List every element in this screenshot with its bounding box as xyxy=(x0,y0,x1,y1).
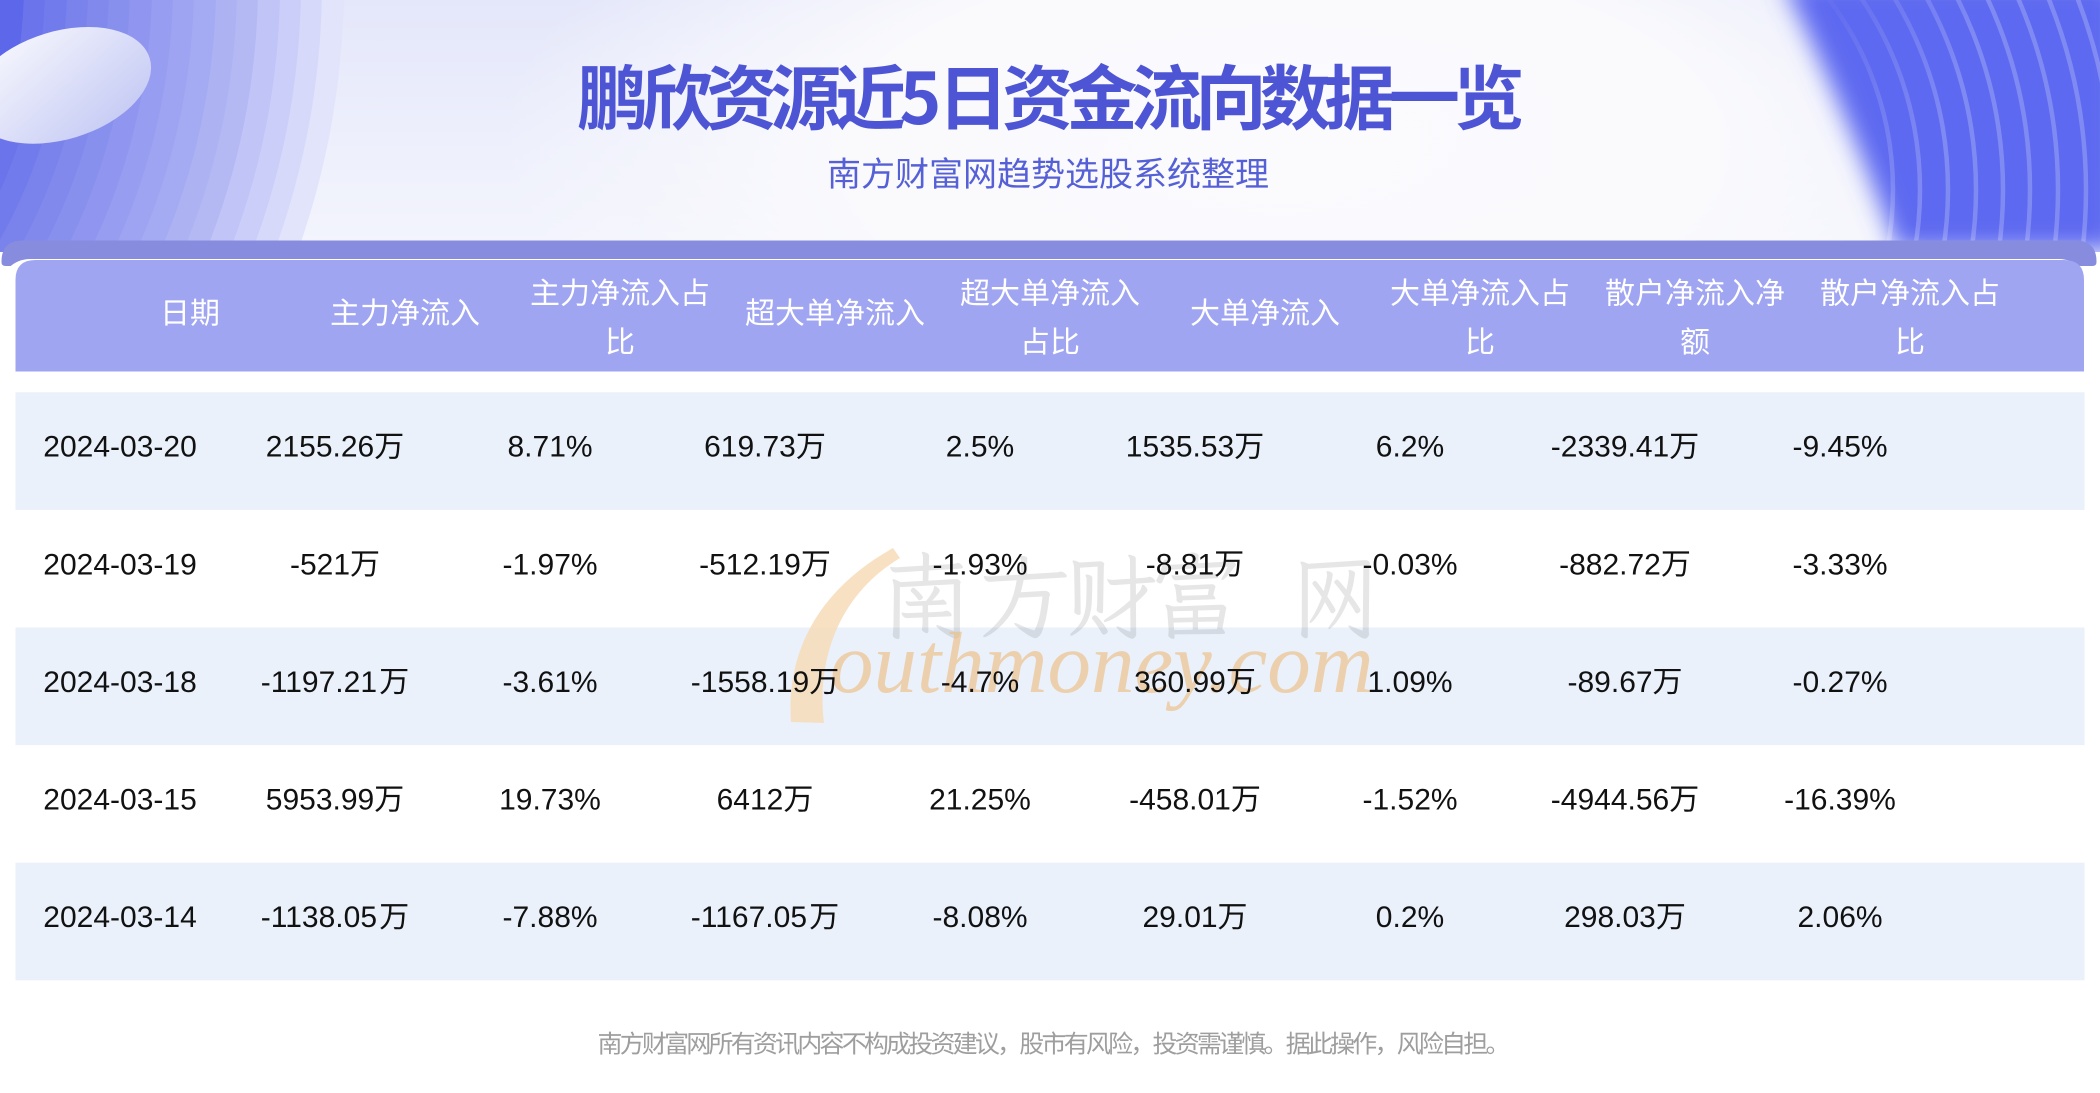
svg-text:29.01: 29.01 xyxy=(1143,901,1218,934)
svg-text:-3.61%: -3.61% xyxy=(503,666,598,699)
svg-text:-7.88%: -7.88% xyxy=(503,901,598,934)
svg-text:2.06%: 2.06% xyxy=(1798,901,1883,934)
svg-text:-882.72: -882.72 xyxy=(1559,548,1661,581)
svg-text:619.73: 619.73 xyxy=(704,431,796,464)
svg-text:-9.45%: -9.45% xyxy=(1793,431,1888,464)
svg-text:6412: 6412 xyxy=(717,784,784,817)
svg-text:-0.03%: -0.03% xyxy=(1363,548,1458,581)
svg-text:21.25%: 21.25% xyxy=(929,784,1031,817)
svg-text:1535.53: 1535.53 xyxy=(1126,431,1234,464)
svg-text:-16.39%: -16.39% xyxy=(1784,784,1896,817)
svg-text:2155.26: 2155.26 xyxy=(266,431,374,464)
svg-text:-1558.19: -1558.19 xyxy=(691,666,809,699)
svg-text:-0.27%: -0.27% xyxy=(1793,666,1888,699)
svg-text:-89.67: -89.67 xyxy=(1568,666,1653,699)
svg-text:298.03: 298.03 xyxy=(1564,901,1656,934)
svg-text:0.2%: 0.2% xyxy=(1376,901,1444,934)
svg-text:1.09%: 1.09% xyxy=(1368,666,1453,699)
svg-text:-1.52%: -1.52% xyxy=(1363,784,1458,817)
svg-text:360.99: 360.99 xyxy=(1134,666,1226,699)
svg-text:2024-03-15: 2024-03-15 xyxy=(43,784,196,817)
svg-text:-1138.05: -1138.05 xyxy=(261,901,377,934)
svg-text:-8.08%: -8.08% xyxy=(933,901,1028,934)
svg-text:-1167.05: -1167.05 xyxy=(691,901,807,934)
svg-text:-8.81: -8.81 xyxy=(1146,548,1214,581)
svg-text:6.2%: 6.2% xyxy=(1376,431,1444,464)
svg-text:-4.7%: -4.7% xyxy=(941,666,1019,699)
svg-text:2024-03-14: 2024-03-14 xyxy=(43,901,196,934)
svg-text:2024-03-20: 2024-03-20 xyxy=(43,431,196,464)
svg-text:5953.99: 5953.99 xyxy=(266,784,374,817)
svg-text:19.73%: 19.73% xyxy=(499,784,601,817)
svg-text:8.71%: 8.71% xyxy=(508,431,593,464)
svg-text:-3.33%: -3.33% xyxy=(1793,548,1888,581)
svg-text:-1.93%: -1.93% xyxy=(933,548,1028,581)
svg-text:-1197.21: -1197.21 xyxy=(261,666,377,699)
svg-text:-521: -521 xyxy=(290,548,350,581)
svg-text:-1.97%: -1.97% xyxy=(503,548,598,581)
svg-text:-458.01: -458.01 xyxy=(1129,784,1231,817)
svg-text:2.5%: 2.5% xyxy=(946,431,1014,464)
svg-text:-2339.41: -2339.41 xyxy=(1551,431,1669,464)
svg-text:-4944.56: -4944.56 xyxy=(1551,784,1669,817)
svg-text:2024-03-19: 2024-03-19 xyxy=(43,548,196,581)
svg-text:-512.19: -512.19 xyxy=(699,548,801,581)
svg-text:2024-03-18: 2024-03-18 xyxy=(43,666,196,699)
svg-text:outhmoney.com: outhmoney.com xyxy=(830,614,1374,711)
